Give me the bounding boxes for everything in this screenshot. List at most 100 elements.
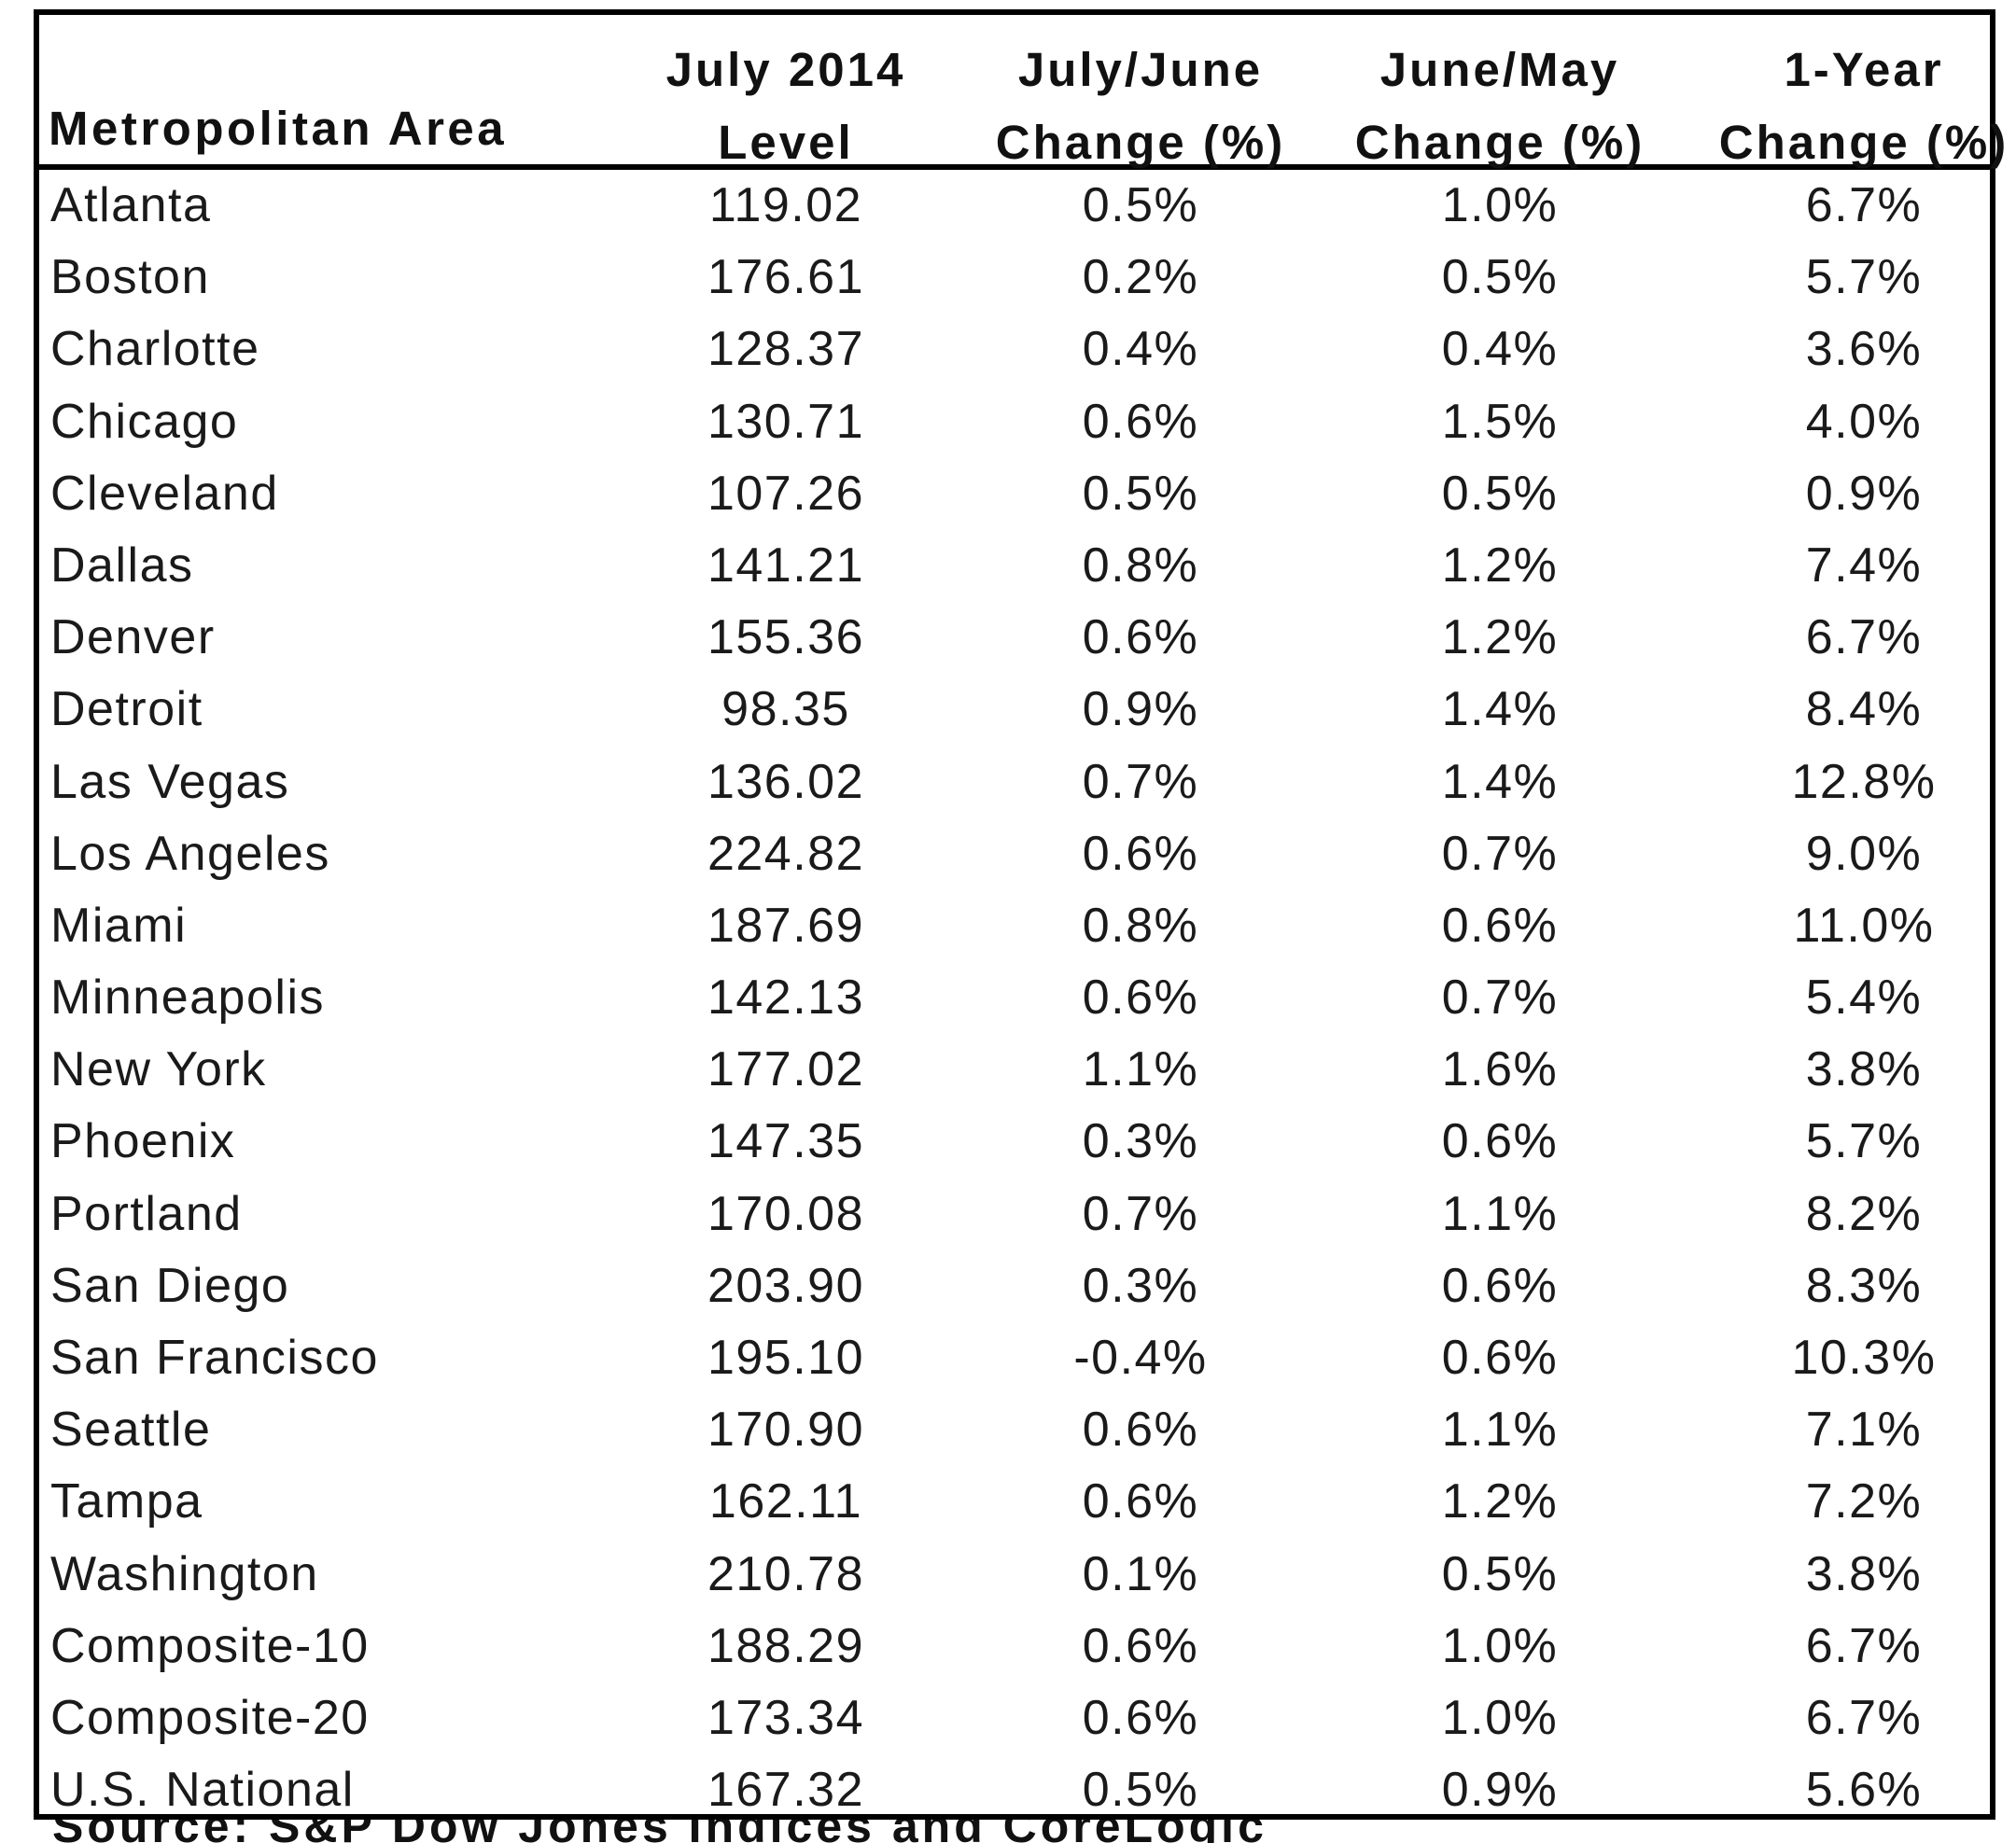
cell-july-june-change: 0.6%	[1082, 1474, 1199, 1529]
cell-metro-name: Charlotte	[50, 322, 260, 377]
table-row: Boston 176.61 0.2% 0.5% 5.7%	[39, 242, 1990, 314]
cell-metro-name: Detroit	[50, 682, 203, 737]
cell-july-june-change: 0.6%	[1082, 1618, 1199, 1673]
table-row: Washington 210.78 0.1% 0.5% 3.8%	[39, 1539, 1990, 1611]
cell-june-may-change: 1.0%	[1441, 1618, 1559, 1673]
cell-one-year-change: 9.0%	[1805, 826, 1923, 881]
cell-july-june-change: 0.8%	[1082, 898, 1199, 953]
cell-one-year-change: 6.7%	[1805, 1618, 1923, 1673]
cell-june-may-change: 0.7%	[1441, 826, 1559, 881]
header-july-level: July 2014 Level	[665, 43, 906, 169]
cell-july-june-change: 0.5%	[1082, 178, 1199, 232]
table-row: Dallas 141.21 0.8% 1.2% 7.4%	[39, 530, 1990, 602]
cell-july-june-change: 0.6%	[1082, 1690, 1199, 1745]
cell-june-may-change: 1.0%	[1441, 178, 1559, 232]
cell-july-level: 187.69	[707, 898, 865, 953]
cell-one-year-change: 7.1%	[1805, 1403, 1923, 1458]
cell-july-june-change: -0.4%	[1073, 1331, 1208, 1385]
cell-one-year-change: 12.8%	[1791, 754, 1937, 809]
cell-july-level: 141.21	[707, 538, 865, 593]
table-row: Charlotte 128.37 0.4% 0.4% 3.6%	[39, 314, 1990, 385]
cell-july-june-change: 1.1%	[1082, 1042, 1199, 1097]
cell-july-level: 167.32	[707, 1763, 865, 1818]
cell-june-may-change: 1.4%	[1441, 682, 1559, 737]
cell-one-year-change: 3.8%	[1805, 1546, 1923, 1601]
cell-metro-name: Boston	[50, 250, 210, 305]
cell-metro-name: Miami	[50, 898, 188, 953]
cell-one-year-change: 8.3%	[1805, 1258, 1923, 1313]
cell-one-year-change: 6.7%	[1805, 1690, 1923, 1745]
cell-july-june-change: 0.7%	[1082, 1186, 1199, 1241]
table-row: Portland 170.08 0.7% 1.1% 8.2%	[39, 1179, 1990, 1250]
cell-metro-name: Cleveland	[50, 466, 279, 521]
cell-june-may-change: 0.5%	[1441, 466, 1559, 521]
table-row: Minneapolis 142.13 0.6% 0.7% 5.4%	[39, 962, 1990, 1034]
cell-july-june-change: 0.8%	[1082, 538, 1199, 593]
cell-metro-name: New York	[50, 1042, 267, 1097]
table-row: Detroit 98.35 0.9% 1.4% 8.4%	[39, 674, 1990, 746]
table-row: Los Angeles 224.82 0.6% 0.7% 9.0%	[39, 818, 1990, 890]
cell-june-may-change: 0.7%	[1441, 970, 1559, 1026]
cell-july-june-change: 0.6%	[1082, 1403, 1199, 1458]
cell-june-may-change: 0.6%	[1441, 1258, 1559, 1313]
cell-july-june-change: 0.6%	[1082, 970, 1199, 1026]
cell-one-year-change: 3.6%	[1805, 322, 1923, 377]
cell-july-level: 155.36	[707, 610, 865, 665]
cell-metro-name: Minneapolis	[50, 970, 325, 1026]
header-metropolitan-area: Metropolitan Area	[49, 102, 508, 155]
cell-july-level: 173.34	[707, 1690, 865, 1745]
cell-one-year-change: 6.7%	[1805, 178, 1923, 232]
cell-july-level: 170.08	[707, 1186, 865, 1241]
cell-july-june-change: 0.6%	[1082, 610, 1199, 665]
cell-july-level: 147.35	[707, 1114, 865, 1169]
cell-july-level: 188.29	[707, 1618, 865, 1673]
cell-june-may-change: 0.6%	[1441, 898, 1559, 953]
header-july-june-change: July/June Change (%)	[995, 43, 1286, 169]
cell-one-year-change: 11.0%	[1793, 898, 1935, 953]
cell-july-june-change: 0.9%	[1082, 682, 1199, 737]
cell-june-may-change: 1.1%	[1441, 1186, 1559, 1241]
cell-june-may-change: 1.6%	[1441, 1042, 1559, 1097]
cell-one-year-change: 8.2%	[1805, 1186, 1923, 1241]
cell-july-level: 130.71	[707, 394, 865, 449]
cell-june-may-change: 0.5%	[1441, 1546, 1559, 1601]
table-header: Metropolitan Area July 2014 Level July/J…	[39, 15, 2006, 170]
cell-one-year-change: 5.7%	[1805, 250, 1923, 305]
cell-one-year-change: 6.7%	[1805, 610, 1923, 665]
table-row: Cleveland 107.26 0.5% 0.5% 0.9%	[39, 458, 1990, 530]
cell-july-june-change: 0.6%	[1082, 394, 1199, 449]
cell-metro-name: San Francisco	[50, 1331, 379, 1385]
cell-metro-name: Seattle	[50, 1403, 212, 1458]
cell-july-level: 128.37	[707, 322, 865, 377]
cell-metro-name: Portland	[50, 1186, 243, 1241]
cell-july-june-change: 0.4%	[1082, 322, 1199, 377]
cell-june-may-change: 0.4%	[1441, 322, 1559, 377]
cell-one-year-change: 0.9%	[1805, 466, 1923, 521]
table-row: Seattle 170.90 0.6% 1.1% 7.1%	[39, 1394, 1990, 1466]
cell-june-may-change: 1.1%	[1441, 1403, 1559, 1458]
cell-july-june-change: 0.1%	[1082, 1546, 1199, 1601]
cell-june-may-change: 1.5%	[1441, 394, 1559, 449]
cell-july-level: 98.35	[721, 682, 850, 737]
table-row: Las Vegas 136.02 0.7% 1.4% 12.8%	[39, 747, 1990, 818]
cell-july-june-change: 0.3%	[1082, 1114, 1199, 1169]
cell-june-may-change: 0.9%	[1441, 1763, 1559, 1818]
cell-july-level: 170.90	[707, 1403, 865, 1458]
cell-metro-name: Chicago	[50, 394, 239, 449]
cell-june-may-change: 1.2%	[1441, 538, 1559, 593]
cell-july-level: 136.02	[707, 754, 865, 809]
source-text: Source: S&P Dow Jones Indices and CoreLo…	[52, 1820, 1267, 1843]
cell-july-level: 203.90	[707, 1258, 865, 1313]
home-price-table: Metropolitan Area July 2014 Level July/J…	[34, 9, 2006, 1820]
table-row: Chicago 130.71 0.6% 1.5% 4.0%	[39, 386, 1990, 458]
cell-metro-name: Tampa	[50, 1474, 203, 1529]
cell-july-level: 107.26	[707, 466, 865, 521]
cell-one-year-change: 8.4%	[1805, 682, 1923, 737]
table-row: Composite-10 188.29 0.6% 1.0% 6.7%	[39, 1611, 1990, 1682]
cell-july-june-change: 0.5%	[1082, 466, 1199, 521]
table-row: Composite-20 173.34 0.6% 1.0% 6.7%	[39, 1682, 1990, 1754]
cell-june-may-change: 0.6%	[1441, 1114, 1559, 1169]
table-row: Phoenix 147.35 0.3% 0.6% 5.7%	[39, 1106, 1990, 1178]
cell-metro-name: Denver	[50, 610, 216, 665]
cell-metro-name: Phoenix	[50, 1114, 236, 1169]
